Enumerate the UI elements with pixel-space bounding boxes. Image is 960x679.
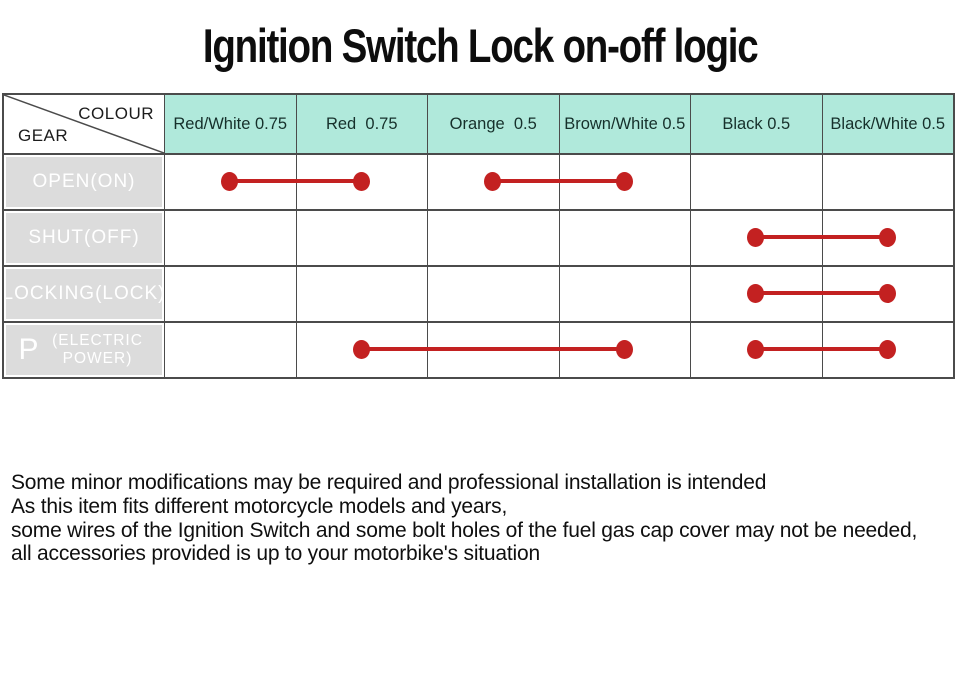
- table-cell: [164, 211, 296, 265]
- table-cell: [427, 155, 559, 209]
- table-cell: [427, 323, 559, 377]
- corner-diagonal-line: [4, 95, 164, 153]
- table-cell: [427, 267, 559, 321]
- page-title: Ignition Switch Lock on-off logic: [202, 19, 759, 72]
- table-cell: [295, 323, 427, 377]
- table-row-open: OPEN(ON): [4, 153, 953, 209]
- notes-block: Some minor modifications may be required…: [11, 471, 951, 566]
- table-cell: [690, 267, 822, 321]
- column-header-brown-white: Brown/White 0.5: [558, 95, 690, 153]
- row-label-open: OPEN(ON): [4, 155, 164, 209]
- table-cell: [164, 323, 296, 377]
- table-row-shut: SHUT(OFF): [4, 209, 953, 265]
- logic-table: COLOUR GEAR Red/White 0.75 Red 0.75 Oran…: [2, 93, 955, 379]
- table-cell: [821, 323, 953, 377]
- row-label-electric-power: P (ELECTRIC POWER): [4, 323, 164, 377]
- table-cell: [295, 155, 427, 209]
- corner-label-colour: COLOUR: [78, 104, 154, 123]
- table-row-electric-power: P (ELECTRIC POWER): [4, 321, 953, 377]
- row-label-p: P: [18, 333, 39, 366]
- table-row-locking: LOCKING(LOCK): [3, 265, 953, 321]
- table-cell: [427, 211, 559, 265]
- row-label-shut: SHUT(OFF): [4, 211, 164, 265]
- table-cell: [690, 211, 822, 265]
- column-header-red-white: Red/White 0.75: [164, 95, 296, 153]
- table-cell: [690, 323, 822, 377]
- table-cell: [164, 155, 296, 209]
- table-cell: [164, 267, 296, 321]
- table-cell: [821, 155, 953, 209]
- column-header-black-white: Black/White 0.5: [821, 95, 953, 153]
- table-cell: [821, 211, 953, 265]
- table-cell: [295, 267, 427, 321]
- table-cell: [295, 211, 427, 265]
- row-label-locking: LOCKING(LOCK): [3, 267, 164, 321]
- table-cell: [690, 155, 822, 209]
- column-header-black: Black 0.5: [690, 95, 822, 153]
- column-header-orange: Orange 0.5: [427, 95, 559, 153]
- table-cell: [558, 323, 690, 377]
- table-cell: [558, 211, 690, 265]
- row-label-electric-power-sub: (ELECTRIC POWER): [52, 332, 143, 367]
- corner-label-gear: GEAR: [18, 126, 69, 145]
- table-header-row: COLOUR GEAR Red/White 0.75 Red 0.75 Oran…: [4, 95, 953, 153]
- column-header-red: Red 0.75: [295, 95, 427, 153]
- note-line: Some minor modifications may be required…: [11, 471, 767, 494]
- note-line: As this item fits different motorcycle m…: [11, 494, 508, 518]
- table-cell: [558, 267, 690, 321]
- note-line: all accessories provided is up to your m…: [11, 542, 540, 566]
- table-cell: [558, 155, 690, 209]
- corner-cell: COLOUR GEAR: [4, 95, 164, 153]
- table-cell: [821, 267, 953, 321]
- note-line: some wires of the Ignition Switch and so…: [11, 518, 918, 542]
- page-title-wrap: Ignition Switch Lock on-off logic: [0, 18, 960, 73]
